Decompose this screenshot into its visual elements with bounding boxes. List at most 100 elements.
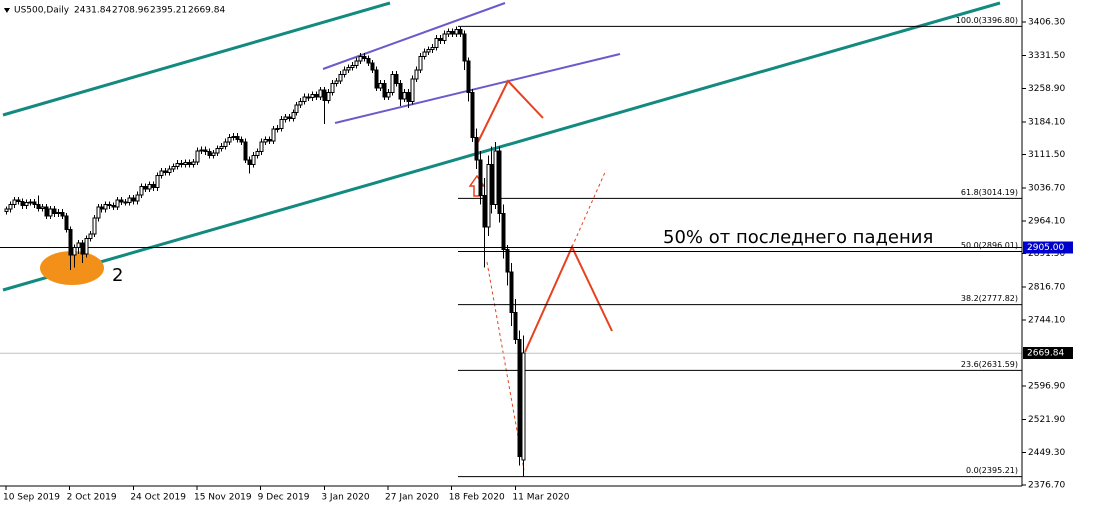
candle-body: [139, 186, 144, 196]
candle-body: [398, 82, 403, 100]
candle-body: [505, 249, 510, 273]
x-tick-label: 2 Oct 2019: [67, 493, 117, 503]
candle-body: [227, 136, 232, 143]
candle-body: [497, 150, 502, 215]
candle-body: [298, 100, 303, 106]
candle-body: [386, 91, 391, 98]
candle-body: [52, 208, 57, 215]
channel-line: [322, 2, 506, 70]
candle-body: [521, 352, 526, 461]
candle-body: [255, 151, 260, 156]
candle-body: [211, 152, 216, 156]
x-tick-label: 3 Jan 2020: [321, 493, 369, 503]
x-tick-label: 24 Oct 2019: [130, 493, 186, 503]
candle-body: [60, 211, 65, 217]
y-tick-label: 3331.50: [1028, 51, 1065, 61]
candle-body: [422, 51, 427, 57]
candle-body: [406, 91, 411, 102]
candle-body: [370, 62, 375, 71]
y-tick-label: 2891.50: [1028, 249, 1065, 259]
annotation: 50% от последнего падения: [663, 227, 933, 248]
candle-body: [394, 73, 399, 84]
candle-body: [8, 204, 13, 210]
x-tick-label: 9 Dec 2019: [258, 493, 310, 503]
candle-body: [263, 139, 268, 143]
y-tick-label: 3406.30: [1028, 18, 1065, 28]
y-tick-label: 2964.10: [1028, 216, 1065, 226]
candle-body: [493, 150, 498, 206]
candle-body: [382, 82, 387, 98]
header-close: 2669.84: [188, 6, 225, 16]
candle-body: [326, 91, 331, 101]
candle-body: [509, 271, 514, 314]
candle-body: [199, 149, 204, 152]
symbol: US500,Daily: [14, 6, 70, 16]
candle-body: [72, 246, 77, 256]
fibo-label: 100.0(3396.80): [956, 16, 1018, 25]
candle-body: [24, 201, 29, 207]
candle-body: [330, 82, 335, 93]
trend-line: [2, 1, 1001, 292]
candle-body: [513, 312, 518, 341]
x-tick-label: 27 Jan 2020: [385, 493, 439, 503]
candle-body: [151, 184, 156, 189]
candle-body: [342, 69, 347, 75]
candle-body: [187, 161, 192, 165]
candle-body: [40, 206, 45, 209]
candle-body: [147, 184, 152, 190]
candle-body: [80, 242, 85, 255]
candle-body: [446, 31, 451, 35]
candle-body: [48, 208, 53, 217]
x-tick-label: 18 Feb 2020: [449, 493, 505, 503]
candle-body: [239, 139, 244, 143]
candle-body: [76, 242, 81, 248]
fibo-label: 38.2(2777.82): [961, 294, 1018, 303]
x-tick-label: 15 Nov 2019: [194, 493, 252, 503]
candle-body: [402, 91, 407, 100]
candle-body: [36, 204, 41, 209]
candle-body: [362, 55, 367, 60]
candle-body: [251, 154, 256, 165]
candle-body: [127, 197, 132, 203]
header-open: 2431.84: [74, 6, 111, 16]
candle-body: [28, 201, 33, 204]
candle-body: [279, 118, 284, 129]
candle-body: [338, 73, 343, 82]
candle-body: [489, 163, 494, 206]
candle-body: [231, 135, 236, 138]
x-tick-label: 10 Sep 2019: [3, 493, 60, 503]
dashed-line: [571, 169, 607, 248]
candle-body: [219, 145, 224, 150]
candle-body: [318, 89, 323, 98]
y-tick-label: 2816.70: [1028, 283, 1065, 293]
candle-body: [207, 151, 212, 156]
candle-body: [478, 159, 483, 197]
y-tick-label: 3184.10: [1028, 117, 1065, 127]
candle-body: [306, 96, 311, 99]
candle-body: [215, 148, 220, 154]
fibo-label: 23.6(2631.59): [961, 360, 1018, 369]
candle-body: [163, 170, 168, 173]
candle-body: [92, 217, 97, 235]
candle-body: [410, 78, 415, 102]
candle-body: [346, 67, 351, 71]
candle-body: [167, 168, 172, 173]
candle-body: [283, 116, 288, 120]
y-tick-label: 2744.10: [1028, 315, 1065, 325]
candle-body: [191, 161, 196, 165]
candle-body: [96, 206, 101, 219]
candle-body: [470, 91, 475, 138]
candle-body: [135, 194, 140, 202]
candle-body: [310, 94, 315, 99]
candle-body: [223, 141, 228, 147]
candle-body: [287, 116, 292, 119]
fibo-label: 50.0(2896.01): [961, 241, 1018, 250]
annotation: 2: [112, 265, 123, 286]
trend-line: [2, 1, 391, 117]
candle-body: [517, 339, 522, 458]
y-tick-label: 3036.70: [1028, 184, 1065, 194]
level-label: 2905.00: [1027, 243, 1064, 253]
y-tick-label: 2596.90: [1028, 381, 1065, 391]
